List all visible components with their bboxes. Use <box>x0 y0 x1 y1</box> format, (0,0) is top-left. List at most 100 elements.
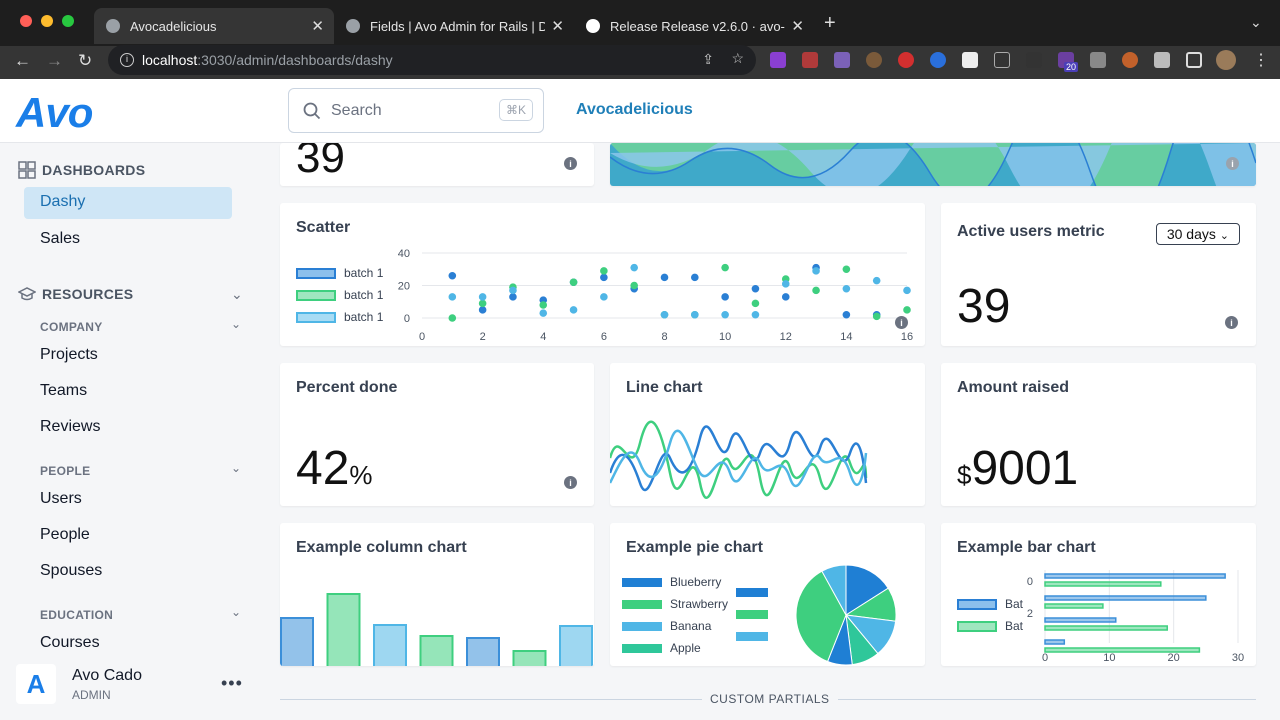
user-menu-icon[interactable]: ••• <box>221 673 243 693</box>
share-icon[interactable]: ⇪ <box>702 51 714 67</box>
column-bar <box>559 625 593 666</box>
tab-title: Release Release v2.6.0 · avo-h <box>610 18 785 34</box>
sidebar-item-spouses[interactable]: Spouses <box>40 562 103 579</box>
profile-avatar[interactable] <box>1216 50 1236 70</box>
sidepanel-icon[interactable] <box>1186 52 1202 68</box>
app-header <box>0 79 1280 143</box>
browser-tab-avocadelicious[interactable]: Avocadelicious ✕ <box>94 8 334 44</box>
app-name-link[interactable]: Avocadelicious <box>576 101 693 118</box>
close-window-icon[interactable] <box>20 15 32 27</box>
range-select[interactable]: 30 days ⌄ <box>1155 223 1240 245</box>
close-tab-icon[interactable]: ✕ <box>791 18 804 35</box>
resources-section-header[interactable]: RESOURCES <box>18 285 133 303</box>
legend-item: Apple <box>622 641 701 655</box>
legend-swatch <box>296 311 336 323</box>
bookmark-star-icon[interactable]: ☆ <box>731 50 744 66</box>
avo-logo[interactable]: Avo <box>16 89 93 136</box>
globe-icon <box>346 19 360 33</box>
sidebar-item-dashy[interactable]: Dashy <box>24 187 232 219</box>
extension-icon[interactable] <box>1122 52 1138 68</box>
sidebar-item-sales[interactable]: Sales <box>40 230 81 247</box>
url-path: :3030/admin/dashboards/dashy <box>197 52 393 68</box>
sidebar-item-users[interactable]: Users <box>40 490 82 507</box>
sidebar-item-people[interactable]: People <box>40 526 90 543</box>
user-name: Avo Cado <box>72 667 142 684</box>
x-tick-label: 10 <box>1103 652 1115 664</box>
extension-icon[interactable] <box>770 52 786 68</box>
column-chart-card: Example column chart <box>280 523 594 666</box>
legend-swatch <box>296 289 336 301</box>
legend-swatch <box>957 620 997 632</box>
new-tab-icon[interactable]: + <box>824 12 836 34</box>
column-bar <box>512 650 547 666</box>
search-placeholder: Search <box>331 101 382 119</box>
sidebar-item-projects[interactable]: Projects <box>40 346 98 363</box>
chevron-down-icon: ⌄ <box>1219 230 1229 242</box>
sidebar-item-teams[interactable]: Teams <box>40 382 88 399</box>
sidebar-item-courses[interactable]: Courses <box>40 634 100 651</box>
browser-tab-fields[interactable]: Fields | Avo Admin for Rails | Do ✕ <box>334 8 574 44</box>
extension-icon[interactable] <box>834 52 850 68</box>
scatter-point <box>751 284 760 293</box>
close-tab-icon[interactable]: ✕ <box>551 18 564 35</box>
scatter-point <box>448 314 457 322</box>
scatter-point <box>872 276 881 285</box>
extension-icon[interactable] <box>1090 52 1106 68</box>
legend-item: batch 1 <box>296 310 383 324</box>
info-icon[interactable]: i <box>895 316 908 329</box>
wikipedia-icon[interactable] <box>1026 52 1042 68</box>
y-tick-label: 40 <box>398 248 410 260</box>
dashboards-label: DASHBOARDS <box>42 162 146 178</box>
extension-icon[interactable] <box>866 52 882 68</box>
info-icon[interactable]: i <box>564 157 577 170</box>
scatter-point <box>539 301 548 309</box>
bar <box>1044 617 1117 623</box>
info-icon[interactable]: i <box>564 476 577 489</box>
legend-swatch <box>622 643 662 653</box>
address-bar[interactable]: i localhost:3030/admin/dashboards/dashy … <box>108 45 756 75</box>
card-title: Line chart <box>626 379 703 396</box>
scatter-point <box>781 280 790 288</box>
global-search[interactable]: Search ⌘K <box>288 88 544 133</box>
area-chart <box>610 143 1256 186</box>
chevron-down-icon[interactable]: ⌄ <box>231 461 242 475</box>
card-title: Amount raised <box>957 379 1070 396</box>
bar <box>1044 625 1168 631</box>
close-tab-icon[interactable]: ✕ <box>311 18 324 35</box>
chevron-down-icon[interactable]: ⌄ <box>231 605 242 619</box>
maximize-window-icon[interactable] <box>62 15 74 27</box>
bar-chart: 0 10 20 30 0 2 <box>1027 570 1244 664</box>
info-icon[interactable]: i <box>1226 157 1239 170</box>
extension-icon[interactable] <box>962 52 978 68</box>
scatter-point <box>781 293 790 301</box>
top-metric-value: 39 <box>296 143 345 182</box>
chevron-down-icon[interactable]: ⌄ <box>231 286 243 302</box>
browser-menu-icon[interactable]: ⋮ <box>1253 52 1269 69</box>
scatter-point <box>903 286 911 295</box>
back-icon[interactable]: ← <box>14 51 31 70</box>
scatter-point <box>842 265 851 274</box>
amount-number: 9001 <box>971 442 1079 495</box>
line-chart <box>610 420 868 500</box>
card-title: Example column chart <box>296 539 467 556</box>
reload-icon[interactable]: ↻ <box>78 51 93 70</box>
extension-icon[interactable] <box>802 52 818 68</box>
x-tick-label: 30 <box>1232 652 1244 664</box>
x-tick-label: 20 <box>1168 652 1180 664</box>
sidebar-item-reviews[interactable]: Reviews <box>40 418 101 435</box>
puzzle-icon[interactable] <box>1154 52 1170 68</box>
adblock-icon[interactable] <box>898 52 914 68</box>
extension-icon[interactable] <box>994 52 1010 68</box>
minimize-window-icon[interactable] <box>41 15 53 27</box>
password-manager-icon[interactable] <box>930 52 946 68</box>
scatter-point <box>691 310 699 319</box>
scatter-card: Scatter batch 1 batch 1 batch 1 40 20 0 0 2 4… <box>280 203 925 346</box>
chevron-down-icon[interactable]: ⌄ <box>1250 14 1262 30</box>
card-title: Percent done <box>296 379 398 396</box>
forward-icon[interactable]: → <box>46 51 63 70</box>
browser-tab-release[interactable]: Release Release v2.6.0 · avo-h ✕ <box>574 8 814 44</box>
info-icon[interactable]: i <box>1225 316 1238 329</box>
info-icon[interactable]: i <box>120 53 134 67</box>
chevron-down-icon[interactable]: ⌄ <box>231 317 242 331</box>
legend-label: Banana <box>670 619 712 633</box>
